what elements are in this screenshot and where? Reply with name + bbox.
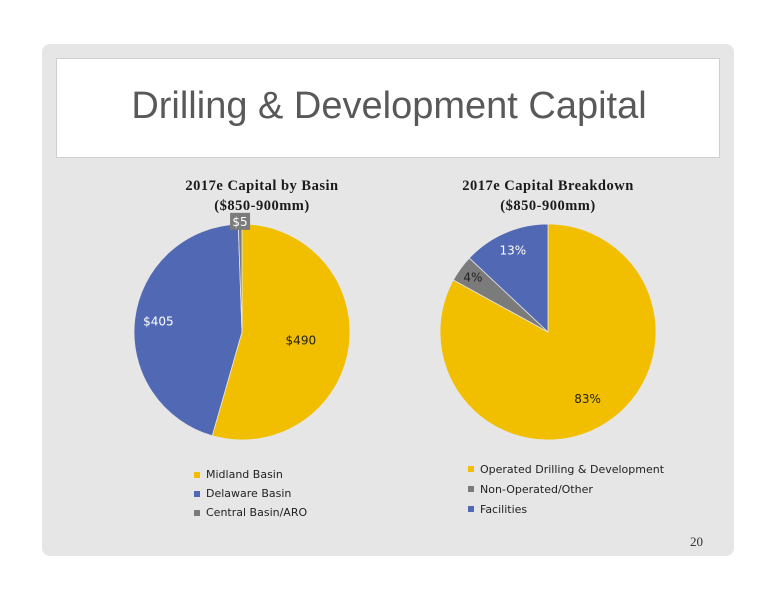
data-label: $405 [143,315,174,329]
legend-swatch [194,471,200,478]
pie-slice-delaware-basin [133,223,243,437]
legend-item: Central Basin/ARO [194,503,307,522]
data-label: 4% [463,270,482,284]
slide-title: Drilling & Development Capital [131,85,647,127]
title-box: Drilling & Development Capital [56,58,720,158]
pie-slice-facilities [468,223,549,333]
chart1-legend: Midland Basin Delaware Basin Central Basin… [194,465,307,522]
legend-label: Facilities [480,502,528,516]
legend-item: Midland Basin [194,465,307,484]
chart1-title-line1: 2017e Capital by Basin [185,178,339,194]
page-number: 20 [690,534,703,549]
chart2-title: 2017e Capital Breakdown ($850-900mm) [418,176,678,216]
legend-label: Delaware Basin [206,487,292,500]
chart2-pie: 83% 4% 13% [439,223,657,441]
pie-slice-midland-basin [211,223,351,441]
legend-item: Non-Operated/Other [468,479,664,499]
legend-swatch [468,486,474,492]
data-label-box [230,212,251,230]
legend-label: Midland Basin [206,468,283,481]
legend-swatch [468,506,474,512]
legend-label: Operated Drilling & Development [480,462,665,476]
chart1-pie: $490 $405 $5 [133,212,351,441]
legend-label: Central Basin/ARO [206,506,308,519]
data-label: $490 [286,333,317,347]
chart1-title-line2: ($850-900mm) [214,198,310,214]
chart2-legend: Operated Drilling & Development Non-Opera… [468,459,664,519]
chart2-title-line1: 2017e Capital Breakdown [462,178,634,194]
data-label: $5 [232,215,247,229]
chart2-title-line2: ($850-900mm) [500,198,596,214]
legend-item: Delaware Basin [194,484,307,503]
chart1-title: 2017e Capital by Basin ($850-900mm) [132,176,392,216]
legend-item: Facilities [468,499,664,519]
legend-label: Non-Operated/Other [480,482,593,496]
data-label: 13% [499,244,526,258]
legend-swatch [194,490,200,497]
data-label: 83% [574,392,601,406]
legend-item: Operated Drilling & Development [468,459,664,479]
legend-swatch [194,509,200,516]
legend-swatch [468,466,474,472]
